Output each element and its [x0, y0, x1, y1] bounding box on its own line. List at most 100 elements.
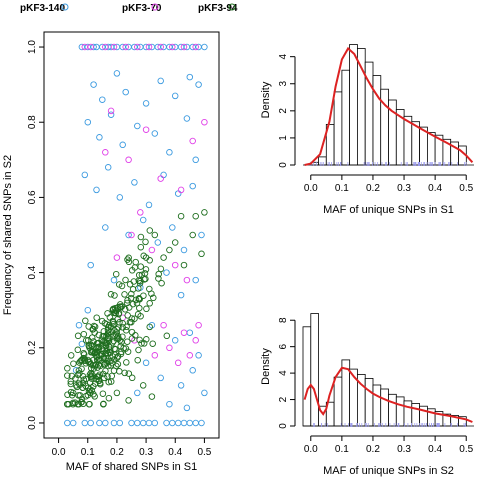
scatter-point — [135, 285, 142, 292]
scatter-point — [192, 337, 199, 344]
scatter-point — [87, 341, 95, 348]
scatter-point — [135, 271, 143, 279]
scatter-point — [110, 276, 118, 284]
y-tick-label: 0 — [278, 162, 289, 168]
scatter-point — [96, 419, 103, 427]
scatter-point — [171, 261, 179, 269]
histogram-bar — [310, 313, 319, 427]
scatter-point — [93, 186, 100, 194]
scatter-point — [198, 231, 205, 239]
scatter-point — [139, 216, 147, 224]
scatter-point — [88, 334, 96, 341]
rug — [313, 423, 466, 427]
scatter-point — [90, 322, 98, 330]
scatter-point — [180, 329, 188, 336]
scatter-point — [129, 300, 137, 308]
scatter-point — [131, 315, 138, 322]
scatter-point — [189, 367, 196, 374]
scatter-point — [107, 107, 115, 115]
scatter-point — [125, 254, 132, 262]
scatter-point — [91, 393, 98, 400]
scatter-point — [116, 337, 124, 344]
legend-marker — [61, 3, 69, 11]
scatter-point — [128, 374, 136, 382]
scatter-point — [96, 352, 103, 359]
scatter-point — [101, 339, 108, 346]
scatter-point — [110, 320, 117, 328]
scatter-point — [107, 291, 115, 298]
scatter-point — [88, 387, 96, 394]
y-axis-label: Density — [260, 348, 272, 385]
x-tick-label: 0.0 — [304, 444, 318, 455]
scatter-point — [107, 362, 115, 369]
scatter-point — [195, 81, 202, 88]
scatter-point — [74, 332, 82, 340]
scatter-point — [124, 338, 131, 345]
scatter-point — [95, 377, 102, 384]
scatter-point — [75, 400, 83, 408]
scatter-point — [78, 357, 85, 364]
scatter-point — [140, 252, 147, 260]
scatter-point — [116, 194, 124, 201]
scatter-point — [104, 373, 111, 380]
scatter-point — [113, 389, 121, 397]
scatter-point — [87, 370, 94, 377]
scatter-point — [68, 391, 76, 399]
scatter-point — [102, 224, 109, 231]
scatter-point — [91, 329, 98, 336]
scatter-point — [114, 360, 122, 368]
scatter-point — [86, 386, 94, 393]
scatter-point — [151, 352, 159, 359]
scatter-point — [107, 111, 115, 118]
scatter-point — [189, 182, 196, 190]
scatter-point — [148, 290, 155, 297]
scatter-point — [137, 243, 145, 251]
scatter-point — [107, 349, 114, 356]
x-tick-label: 0.1 — [335, 444, 349, 455]
scatter-point — [189, 137, 196, 145]
histogram-bar — [364, 377, 374, 427]
scatter-point — [67, 378, 75, 385]
scatter-point — [166, 149, 173, 156]
scatter-point — [136, 336, 143, 344]
scatter-point — [93, 314, 100, 321]
scatter-point — [80, 349, 87, 357]
scatter-point — [169, 43, 176, 51]
x-tick-label: 0.1 — [335, 183, 349, 194]
x-axis-label: MAF of shared SNPs in S1 — [66, 461, 197, 473]
scatter-point — [104, 164, 112, 171]
y-axis-label: Frequency of shared SNPs in S2 — [2, 155, 14, 315]
legend-label: pKF3-70 — [122, 3, 162, 14]
y-tick-label: 0.8 — [27, 115, 38, 129]
scatter-point — [82, 360, 90, 367]
scatter-point — [134, 389, 141, 397]
x-tick-label: 0.2 — [366, 444, 380, 455]
scatter-point — [183, 276, 191, 284]
scatter-point — [134, 122, 141, 130]
scatter-point — [151, 231, 159, 239]
density-curve — [304, 46, 474, 166]
scatter-point — [72, 375, 79, 382]
histogram-bar — [380, 388, 389, 427]
y-tick-label: 0 — [278, 423, 289, 429]
scatter-point — [64, 419, 71, 427]
scatter-point — [133, 299, 141, 307]
scatter-point — [75, 321, 83, 329]
scatter-point — [134, 311, 142, 318]
legend-marker — [228, 3, 236, 11]
histogram-bars — [302, 313, 467, 427]
scatter-point — [171, 239, 179, 246]
scatter-point — [192, 419, 199, 427]
scatter-point — [143, 305, 150, 313]
scatter-point — [160, 321, 167, 329]
legend-label: pKF3-140 — [20, 3, 65, 14]
scatter-point — [96, 134, 103, 141]
scatter-point — [111, 309, 118, 316]
scatter-point — [102, 340, 110, 347]
scatter-point — [183, 404, 191, 412]
y-tick-label: 2 — [278, 396, 289, 402]
x-tick-label: 0.2 — [366, 183, 380, 194]
scatter-point — [125, 304, 133, 311]
scatter-point — [99, 96, 106, 103]
scatter-point — [93, 352, 100, 359]
